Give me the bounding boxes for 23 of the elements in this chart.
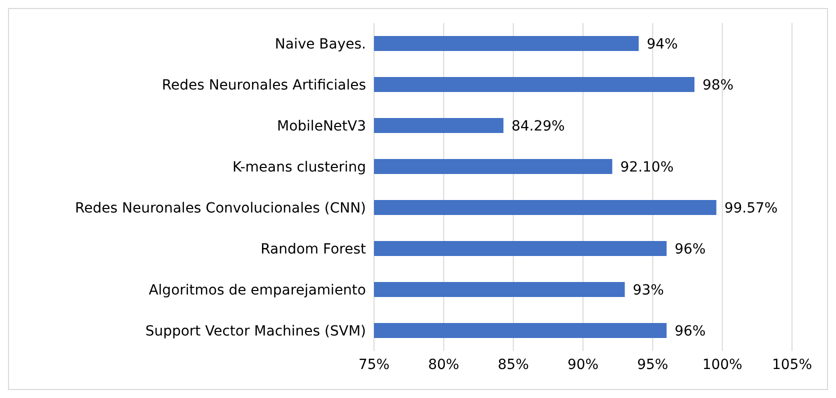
y-tick-label: Redes Neuronales Convolucionales (CNN)	[75, 200, 366, 216]
y-tick-label: K-means clustering	[232, 159, 366, 176]
data-label: 96%	[674, 241, 706, 258]
data-label: 93%	[632, 282, 664, 298]
x-tick-label: 100%	[702, 356, 742, 373]
y-tick-label: Naive Bayes.	[274, 36, 366, 52]
x-tick-label: 95%	[637, 356, 668, 373]
x-tick-label: 80%	[428, 356, 460, 373]
x-tick-label: 90%	[567, 356, 599, 373]
y-tick-label: Algoritmos de emparejamiento	[148, 282, 366, 298]
x-tick-label: 75%	[358, 356, 390, 373]
x-tick-label: 105%	[772, 356, 812, 373]
y-tick-label: MobileNetV3	[277, 118, 366, 134]
data-label: 99.57%	[724, 200, 778, 216]
data-label: 94%	[646, 36, 678, 52]
x-tick-label: 85%	[498, 356, 529, 373]
y-tick-label: Redes Neuronales Artificiales	[162, 77, 366, 94]
data-label: 96%	[674, 323, 706, 340]
y-tick-label: Random Forest	[260, 241, 366, 258]
y-tick-label: Support Vector Machines (SVM)	[145, 323, 366, 340]
data-label: 84.29%	[511, 118, 565, 134]
data-label: 92.10%	[620, 159, 674, 176]
data-label: 98%	[702, 77, 734, 94]
